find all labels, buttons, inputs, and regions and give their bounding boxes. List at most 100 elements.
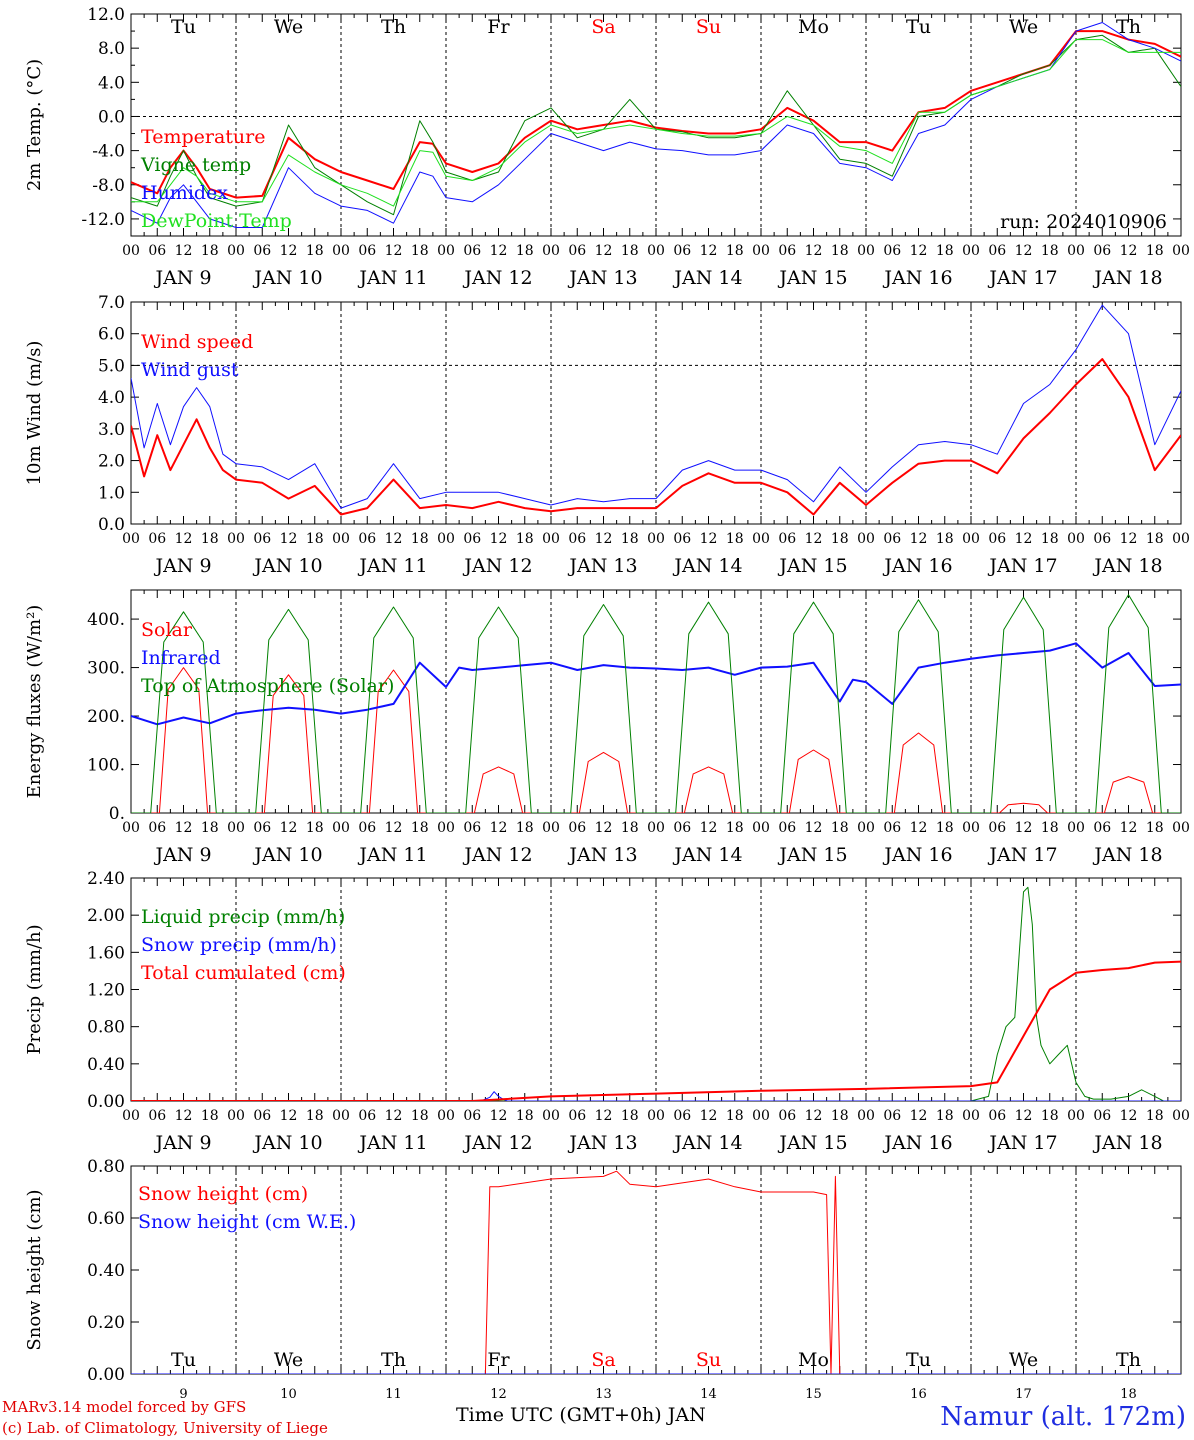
legend-entry: DewPoint Temp: [141, 210, 292, 232]
hour-tick-label: 00: [332, 1108, 350, 1124]
hour-tick-label: 06: [673, 531, 691, 547]
y-tick-label: 2.0: [98, 452, 125, 472]
hour-tick-label: 18: [516, 531, 534, 547]
weekday-label: We: [274, 16, 303, 38]
hour-tick-label: 12: [595, 1108, 613, 1124]
hour-tick-label: 18: [621, 531, 639, 547]
date-label: JAN 13: [567, 267, 637, 289]
hour-tick-label: 12: [175, 243, 193, 259]
date-label: JAN 14: [672, 267, 742, 289]
hour-tick-label: 18: [936, 820, 954, 836]
panel-precip: 0.00 0.40 0.80 1.20 1.60 2.00 2.40 Precip (mm/h…: [24, 869, 1190, 1154]
panel-wind: 0.0 1.0 2.0 3.0 4.0 5.0 6.0 7.0 10m Wind (m/s) 00…: [24, 293, 1190, 577]
hour-tick-label: 12: [175, 531, 193, 547]
y-tick-label: 4.0: [98, 388, 125, 408]
hour-tick-label: 00: [962, 531, 980, 547]
weekday-label: Mo: [798, 16, 829, 38]
y-tick-label: 2.00: [87, 906, 125, 926]
hour-tick-label: 12: [490, 1108, 508, 1124]
weekday-label: Sa: [591, 16, 615, 38]
hour-tick-label: 12: [280, 531, 298, 547]
panel-temp: -12.0 -8.0 -4.0 0.0 4.0 8.0 12.0 2m Temp. (°C) 0…: [24, 5, 1190, 289]
hour-tick-label: 00: [437, 243, 455, 259]
hour-tick-label: 12: [910, 1108, 928, 1124]
hour-tick-label: 00: [542, 1108, 560, 1124]
hour-tick-label: 00: [1067, 820, 1085, 836]
y-tick-label: 3.0: [98, 420, 125, 440]
hour-tick-label: 18: [1146, 243, 1164, 259]
date-label: JAN 15: [777, 844, 847, 866]
hour-tick-label: 00: [752, 531, 770, 547]
y-tick-label: 8.0: [98, 39, 125, 59]
hour-tick-label: 06: [673, 243, 691, 259]
hour-tick-label: 06: [1093, 820, 1111, 836]
hour-tick-label: 00: [122, 1108, 140, 1124]
hour-tick-label: 18: [831, 531, 849, 547]
hour-tick-label: 00: [122, 531, 140, 547]
hour-tick-label: 12: [1120, 243, 1138, 259]
date-label: JAN 18: [1092, 555, 1162, 577]
hour-tick-label: 12: [385, 1108, 403, 1124]
hour-tick-label: 00: [1172, 531, 1190, 547]
date-label: JAN 14: [672, 844, 742, 866]
hour-tick-label: 06: [988, 820, 1006, 836]
hour-tick-label: 00: [437, 531, 455, 547]
hour-tick-label: 00: [332, 243, 350, 259]
footer-model-credit: MARv3.14 model forced by GFS: [2, 1398, 247, 1416]
hour-tick-label: 00: [857, 1108, 875, 1124]
series-line-wind-gust: [131, 304, 1181, 509]
date-label: JAN 10: [252, 555, 322, 577]
hour-tick-label: 18: [726, 820, 744, 836]
day-number-label: 15: [805, 1387, 822, 1402]
weekday-label: Tu: [906, 16, 931, 38]
date-label: JAN 9: [153, 267, 211, 289]
date-label: JAN 12: [462, 267, 532, 289]
date-label: JAN 11: [357, 555, 427, 577]
y-tick-label: -4.0: [92, 142, 125, 162]
hour-tick-label: 18: [831, 820, 849, 836]
hour-tick-label: 06: [568, 243, 586, 259]
weekday-label: Tu: [171, 16, 196, 38]
date-label: JAN 18: [1092, 267, 1162, 289]
hour-tick-label: 12: [1120, 531, 1138, 547]
y-tick-label: 0.80: [87, 1157, 125, 1177]
series-line-snow-height-cm-: [131, 1170, 1181, 1374]
hour-tick-label: 06: [673, 820, 691, 836]
hour-tick-label: 06: [358, 820, 376, 836]
hour-tick-label: 12: [280, 1108, 298, 1124]
date-label: JAN 12: [462, 1132, 532, 1154]
hour-tick-label: 00: [227, 531, 245, 547]
hour-tick-label: 00: [1067, 243, 1085, 259]
date-label: JAN 13: [567, 555, 637, 577]
y-tick-label: 0.60: [87, 1209, 125, 1229]
hour-tick-label: 06: [148, 1108, 166, 1124]
hour-tick-label: 00: [1067, 1108, 1085, 1124]
hour-tick-label: 12: [385, 531, 403, 547]
weekday-label: Tu: [171, 1349, 196, 1371]
hour-tick-label: 12: [1120, 1108, 1138, 1124]
hour-tick-label: 00: [1067, 531, 1085, 547]
y-tick-label: 0.0: [98, 107, 125, 127]
hour-tick-label: 00: [962, 820, 980, 836]
date-label: JAN 9: [153, 555, 211, 577]
series-line-top-of-atmosphere-solar-: [131, 594, 1181, 813]
hour-tick-label: 06: [1093, 1108, 1111, 1124]
hour-tick-label: 18: [411, 1108, 429, 1124]
hour-tick-label: 12: [385, 820, 403, 836]
hour-tick-label: 18: [1041, 1108, 1059, 1124]
y-tick-label: 5.0: [98, 356, 125, 376]
hour-tick-label: 12: [595, 820, 613, 836]
day-number-label: 17: [1015, 1387, 1032, 1402]
date-label: JAN 17: [987, 267, 1057, 289]
date-label: JAN 12: [462, 555, 532, 577]
hour-tick-label: 18: [1041, 531, 1059, 547]
date-label: JAN 17: [987, 844, 1057, 866]
hour-tick-label: 00: [437, 1108, 455, 1124]
hour-tick-label: 18: [516, 243, 534, 259]
hour-tick-label: 06: [988, 1108, 1006, 1124]
y-tick-label: 0.00: [87, 1092, 125, 1112]
hour-tick-label: 18: [831, 1108, 849, 1124]
hour-tick-label: 00: [647, 820, 665, 836]
hour-tick-label: 06: [463, 1108, 481, 1124]
date-label: JAN 12: [462, 844, 532, 866]
